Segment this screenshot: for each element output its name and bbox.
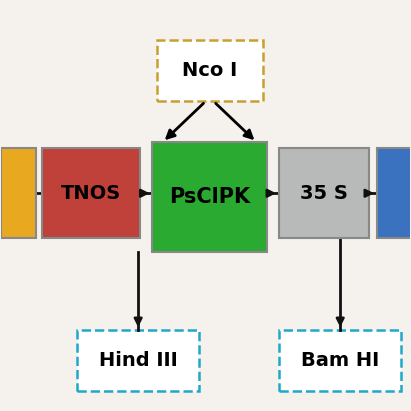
Text: Hind III: Hind III — [99, 351, 178, 370]
FancyBboxPatch shape — [157, 40, 263, 102]
FancyBboxPatch shape — [1, 148, 36, 238]
FancyBboxPatch shape — [152, 142, 267, 252]
FancyBboxPatch shape — [279, 330, 402, 391]
Text: PsClPK: PsClPK — [169, 187, 250, 207]
FancyBboxPatch shape — [377, 148, 411, 238]
FancyBboxPatch shape — [77, 330, 199, 391]
FancyBboxPatch shape — [279, 148, 369, 238]
Text: Bam HI: Bam HI — [301, 351, 379, 370]
Text: 35 S: 35 S — [300, 184, 348, 203]
Text: Nco I: Nco I — [182, 61, 237, 80]
FancyBboxPatch shape — [42, 148, 140, 238]
Text: TNOS: TNOS — [61, 184, 121, 203]
